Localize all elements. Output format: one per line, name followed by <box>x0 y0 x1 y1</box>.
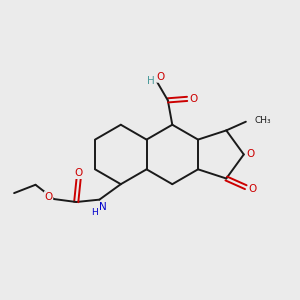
Text: O: O <box>157 72 165 82</box>
Text: O: O <box>44 192 53 202</box>
Text: O: O <box>189 94 197 104</box>
Text: H: H <box>92 208 98 217</box>
Text: O: O <box>246 149 254 159</box>
Text: O: O <box>248 184 256 194</box>
Text: CH₃: CH₃ <box>254 116 271 125</box>
Text: N: N <box>98 202 106 212</box>
Text: O: O <box>74 169 83 178</box>
Text: H: H <box>147 76 155 86</box>
